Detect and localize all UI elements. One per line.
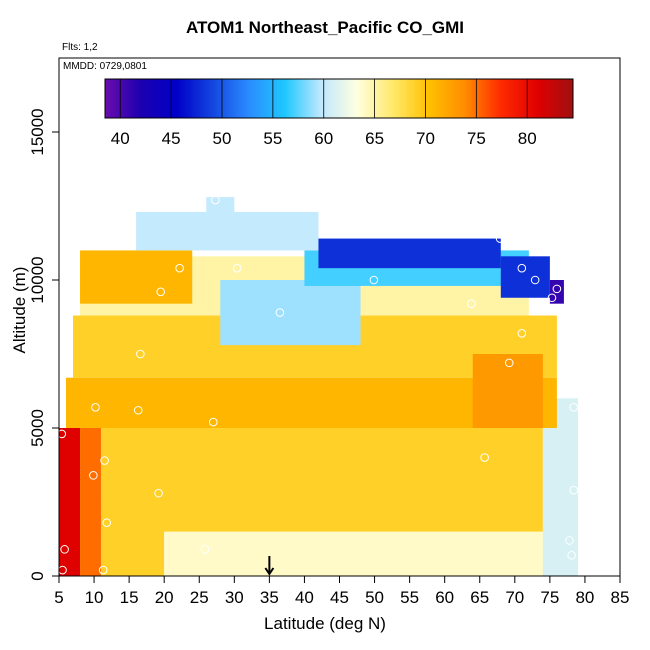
sample-point — [565, 536, 574, 545]
x-tick-label: 85 — [611, 588, 630, 607]
sample-point — [211, 195, 220, 205]
sample-point — [569, 402, 579, 412]
sample-point — [552, 284, 562, 294]
field-cell — [164, 531, 571, 576]
x-tick-label: 65 — [470, 588, 489, 607]
colorbar-tick-label: 75 — [467, 129, 486, 148]
y-axis: 0 5000 10000 15000 — [28, 108, 59, 581]
x-tick-label: 50 — [365, 588, 384, 607]
sample-point — [504, 358, 514, 368]
y-tick-label: 5000 — [28, 409, 47, 447]
colorbar-tick-label: 80 — [518, 129, 537, 148]
sample-point — [369, 275, 379, 285]
sample-point — [175, 263, 184, 273]
field-cell — [472, 354, 543, 428]
sample-point — [102, 518, 111, 528]
latitude-arrow — [264, 556, 275, 576]
x-tick-label: 15 — [120, 588, 139, 607]
x-axis-label: Latitude (deg N) — [264, 614, 386, 633]
sample-point — [98, 565, 108, 575]
colorbar-tick-label: 65 — [365, 129, 384, 148]
field-cell — [206, 197, 235, 227]
x-tick-label: 25 — [190, 588, 209, 607]
sample-point — [547, 293, 557, 303]
colorbar-tick-label: 55 — [263, 129, 282, 148]
y-tick-label: 15000 — [28, 108, 47, 155]
x-tick-label: 75 — [540, 588, 559, 607]
sample-point — [75, 237, 84, 246]
y-axis-label: Altitude (m) — [10, 266, 29, 354]
colorbar-tick-label: 70 — [416, 129, 435, 148]
field-cell — [80, 428, 102, 576]
sample-point — [567, 550, 576, 560]
sample-point — [517, 328, 527, 338]
sample-point — [530, 275, 540, 285]
sample-points — [59, 195, 579, 575]
sample-point — [232, 263, 242, 273]
y-tick-label: 0 — [28, 571, 47, 580]
x-tick-label: 20 — [155, 588, 174, 607]
field-cell — [101, 428, 543, 532]
colorbar-tick-label: 60 — [314, 129, 333, 148]
sample-point — [569, 485, 579, 495]
field-cell — [549, 280, 564, 304]
chart-title: ATOM1 Northeast_Pacific CO_GMI — [185, 18, 465, 37]
sample-point — [156, 287, 165, 297]
sample-point — [133, 405, 143, 415]
x-tick-label: 55 — [400, 588, 419, 607]
field-cell — [80, 250, 193, 304]
colorbar-tick-label: 40 — [111, 129, 130, 148]
sample-point — [60, 545, 69, 554]
colorbar-tick-label: 45 — [162, 129, 181, 148]
field-cell — [500, 256, 550, 298]
x-axis: 5 10 15 20 25 30 35 40 45 50 55 60 65 70 75 80 85 — [54, 576, 629, 607]
x-tick-label: 40 — [295, 588, 314, 607]
y-tick-label: 10000 — [28, 256, 47, 303]
field-cell — [220, 280, 361, 346]
sample-point — [59, 565, 67, 575]
sample-point — [517, 263, 527, 273]
colorbar-gradient — [104, 78, 574, 119]
sample-point — [89, 471, 98, 480]
sample-point — [275, 308, 285, 317]
sample-point — [560, 343, 569, 353]
x-tick-label: 10 — [85, 588, 104, 607]
sample-point — [154, 488, 163, 498]
sample-point — [136, 349, 145, 359]
colorbar: 40 45 50 55 60 65 70 75 80 — [104, 78, 574, 148]
x-tick-label: 30 — [225, 588, 244, 607]
sample-point — [59, 429, 67, 439]
sample-point — [100, 456, 109, 465]
colorbar-tick-label: 50 — [213, 129, 232, 148]
x-tick-label: 80 — [575, 588, 594, 607]
sample-point — [467, 299, 476, 308]
x-tick-label: 60 — [435, 588, 454, 607]
sample-point — [208, 417, 218, 427]
sample-point — [200, 545, 210, 554]
x-tick-label: 45 — [330, 588, 349, 607]
mmdd-label: MMDD: 0729,0801 — [63, 61, 147, 72]
field-cell — [318, 238, 501, 269]
sample-point — [91, 402, 100, 412]
sample-point — [480, 453, 489, 462]
field-cell — [59, 428, 81, 576]
sample-point — [495, 234, 505, 243]
x-tick-label: 35 — [260, 588, 279, 607]
heatmap-field — [59, 197, 578, 576]
arrow-head — [264, 567, 275, 576]
x-tick-label: 70 — [505, 588, 524, 607]
flights-label: Flts: 1,2 — [62, 42, 98, 53]
x-tick-label: 5 — [54, 588, 63, 607]
